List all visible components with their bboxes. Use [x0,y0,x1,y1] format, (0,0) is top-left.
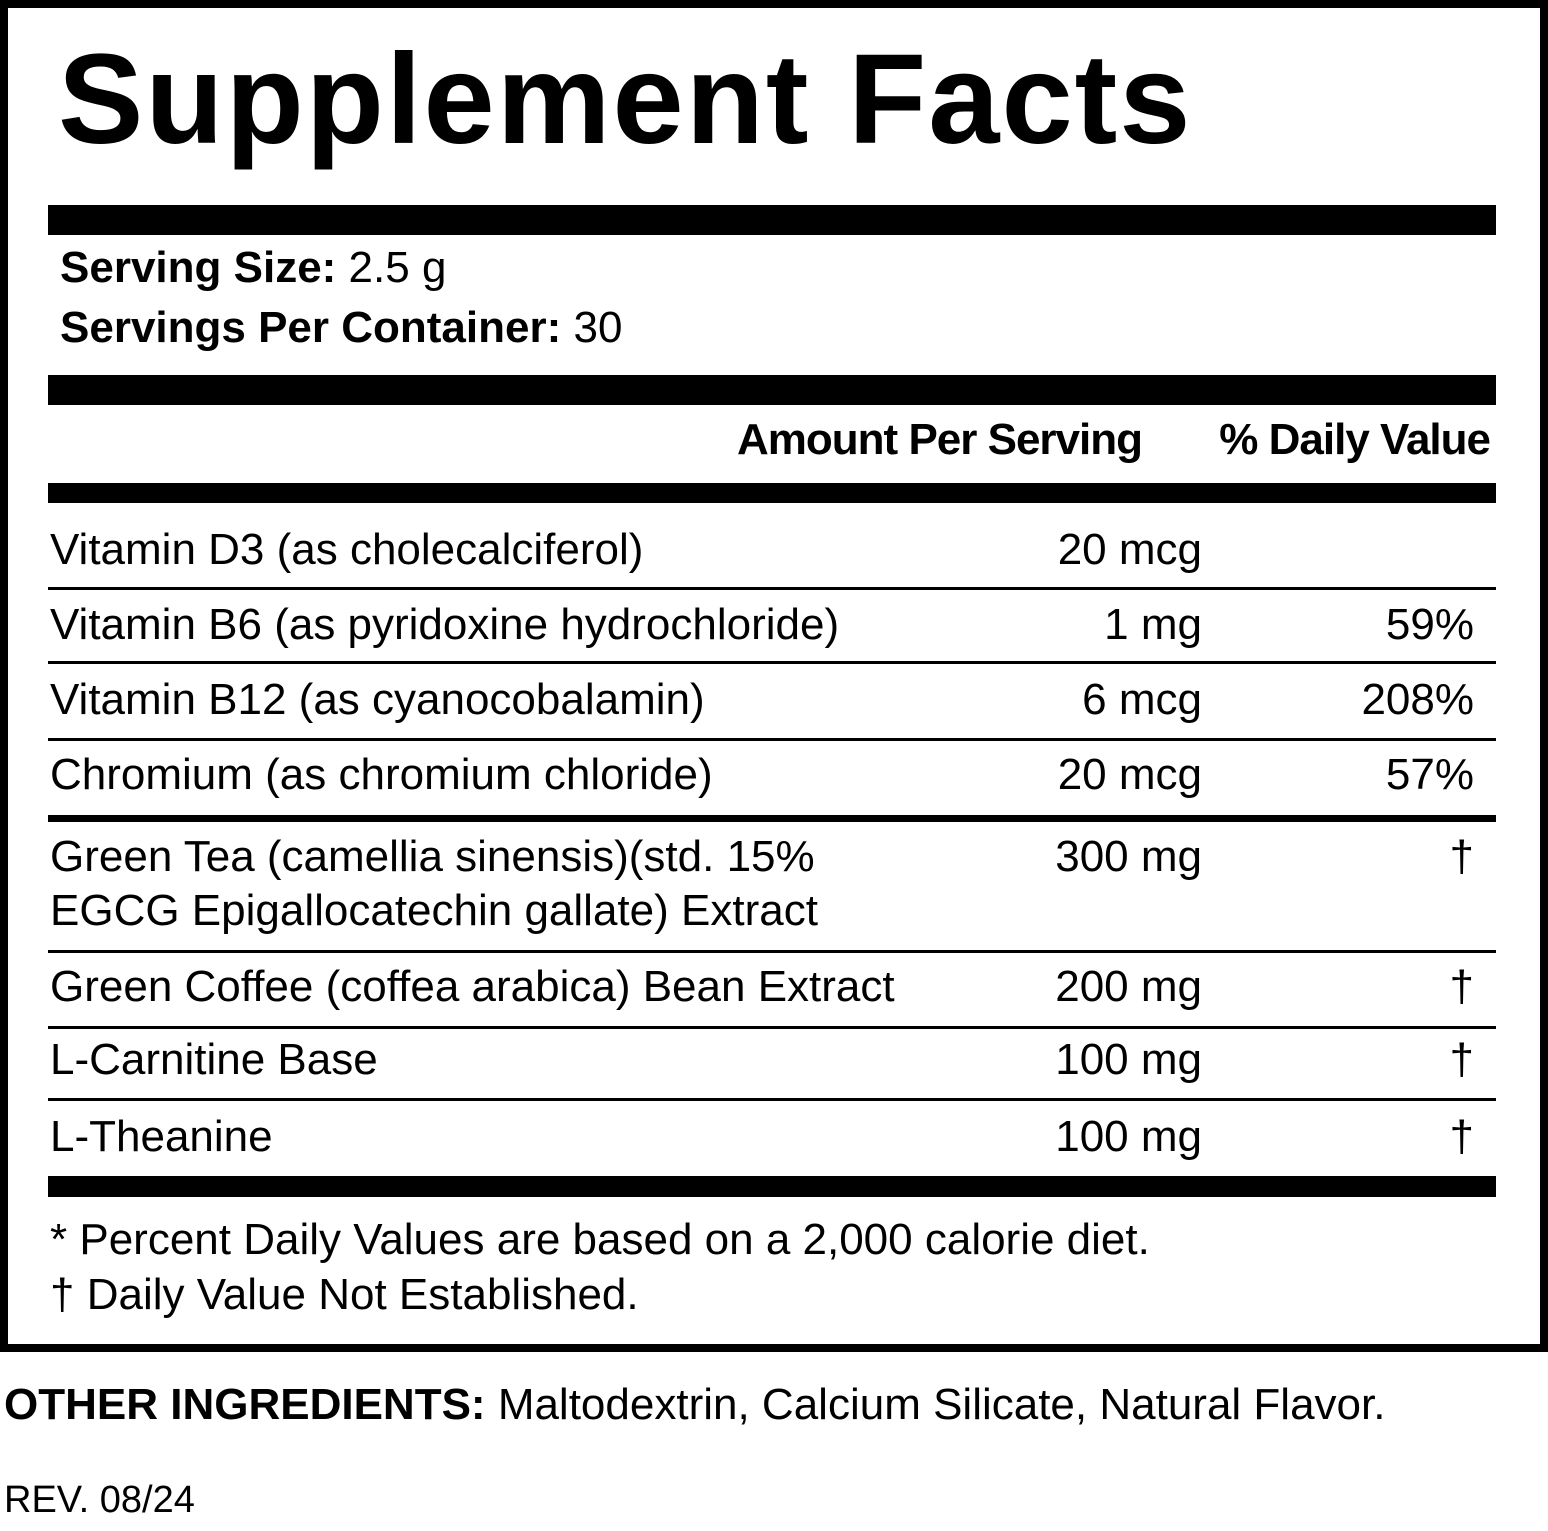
amount: 300 mg [1055,832,1202,881]
ingredient-name: L-Carnitine Base [50,1035,378,1084]
thick-rule [48,375,1496,405]
daily-value-header: % Daily Value [1219,415,1491,464]
amount: 6 mcg [1082,675,1202,724]
daily-value: 57% [1385,750,1474,799]
thick-rule [48,483,1496,503]
daily-value: † [1449,832,1474,881]
serving-size: Serving Size: 2.5 g [60,242,446,294]
amount: 20 mcg [1057,750,1202,799]
footnote: * Percent Daily Values are based on a 2,… [50,1215,1150,1264]
row-rule [48,661,1496,664]
other-ingredients-label: OTHER INGREDIENTS: [4,1380,486,1429]
ingredient-name: L-Theanine [50,1112,273,1161]
row-rule [48,1026,1496,1029]
amount: 20 mcg [1057,525,1202,574]
daily-value: † [1449,1035,1474,1084]
revision: REV. 08/24 [4,1479,195,1521]
title: Supplement Facts [58,28,1193,171]
ingredient-name: EGCG Epigallocatechin gallate) Extract [50,886,818,935]
ingredient-name: Vitamin B6 (as pyridoxine hydrochloride) [50,600,840,649]
daily-value: † [1449,962,1474,1011]
row-rule [48,1098,1496,1101]
ingredient-name: Vitamin D3 (as cholecalciferol) [50,525,644,574]
serving-size-value: 2.5 g [348,243,447,292]
label-box [0,0,1548,1352]
footnote: † Daily Value Not Established. [50,1270,639,1319]
row-rule [48,950,1496,953]
amount: 1 mg [1104,600,1202,649]
amount: 200 mg [1055,962,1202,1011]
amount: 100 mg [1055,1035,1202,1084]
ingredient-name: Green Tea (camellia sinensis)(std. 15% [50,832,815,881]
daily-value: † [1449,1112,1474,1161]
servings-label: Servings Per Container: [60,303,562,352]
ingredient-name: Green Coffee (coffea arabica) Bean Extra… [50,962,895,1011]
row-rule [48,587,1496,590]
row-rule [48,815,1496,822]
ingredient-name: Vitamin B12 (as cyanocobalamin) [50,675,705,724]
servings-value: 30 [573,303,623,352]
daily-value: 208% [1361,675,1474,724]
ingredient-name: Chromium (as chromium chloride) [50,750,713,799]
daily-value: 59% [1385,600,1474,649]
other-ingredients: OTHER INGREDIENTS: Maltodextrin, Calcium… [4,1379,1385,1431]
serving-size-label: Serving Size: [60,243,337,292]
amount: 100 mg [1055,1112,1202,1161]
servings-per-container: Servings Per Container: 30 [60,302,622,354]
thick-rule [48,1176,1496,1197]
amount-header: Amount Per Serving [737,415,1143,464]
thick-rule [48,205,1496,235]
other-ingredients-text: Maltodextrin, Calcium Silicate, Natural … [497,1380,1386,1429]
row-rule [48,738,1496,741]
